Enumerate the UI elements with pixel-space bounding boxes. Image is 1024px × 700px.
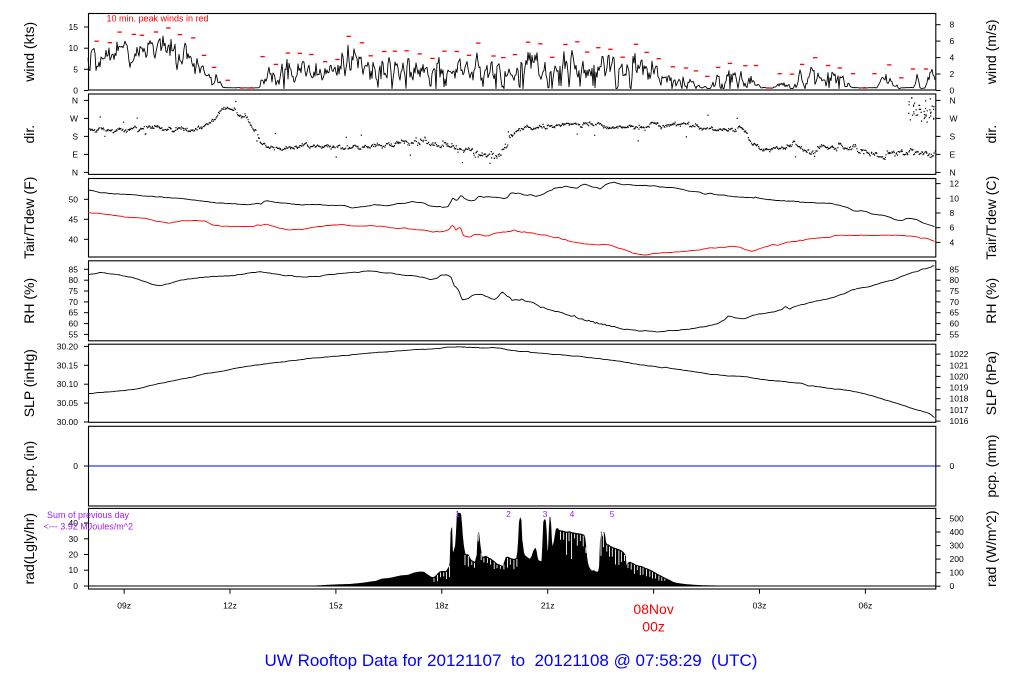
svg-text:6: 6 xyxy=(950,36,955,46)
svg-text:10 min. peak winds in red: 10 min. peak winds in red xyxy=(107,14,209,24)
svg-text:8: 8 xyxy=(950,208,955,218)
svg-text:dir.: dir. xyxy=(983,125,999,144)
svg-text:03z: 03z xyxy=(753,601,767,611)
svg-text:rad (W/m^2): rad (W/m^2) xyxy=(983,510,999,587)
svg-text:80: 80 xyxy=(950,275,960,285)
svg-text:30.10: 30.10 xyxy=(57,379,79,389)
svg-text:<--- 3.92 MJoules/m^2: <--- 3.92 MJoules/m^2 xyxy=(44,522,134,532)
svg-text:85: 85 xyxy=(69,264,79,274)
svg-text:3: 3 xyxy=(543,509,548,519)
svg-text:1016: 1016 xyxy=(950,416,969,426)
svg-text:30.15: 30.15 xyxy=(57,360,79,370)
svg-text:N: N xyxy=(950,95,956,105)
svg-text:1019: 1019 xyxy=(950,383,969,393)
svg-text:wind (m/s): wind (m/s) xyxy=(983,20,999,86)
svg-text:12: 12 xyxy=(950,179,960,189)
svg-text:2: 2 xyxy=(506,509,511,519)
svg-text:50: 50 xyxy=(69,194,79,204)
svg-text:75: 75 xyxy=(950,286,960,296)
svg-text:70: 70 xyxy=(69,297,79,307)
svg-text:4: 4 xyxy=(570,509,575,519)
svg-text:dir.: dir. xyxy=(21,125,37,144)
svg-text:1022: 1022 xyxy=(950,349,969,359)
svg-text:UW Rooftop Data for 20121107: UW Rooftop Data for 20121107 to 20121108… xyxy=(265,651,758,670)
svg-text:E: E xyxy=(950,149,956,159)
svg-text:RH (%): RH (%) xyxy=(983,278,999,324)
svg-text:65: 65 xyxy=(69,308,79,318)
svg-text:15z: 15z xyxy=(329,601,343,611)
svg-text:0: 0 xyxy=(73,86,78,96)
svg-text:1018: 1018 xyxy=(950,394,969,404)
svg-text:0: 0 xyxy=(73,581,78,591)
svg-text:40: 40 xyxy=(69,234,79,244)
svg-text:00z: 00z xyxy=(642,619,665,635)
svg-text:0: 0 xyxy=(73,461,78,471)
svg-text:E: E xyxy=(72,149,78,159)
svg-text:0: 0 xyxy=(950,461,955,471)
svg-text:0: 0 xyxy=(950,581,955,591)
svg-text:wind (kts): wind (kts) xyxy=(21,22,37,83)
svg-text:45: 45 xyxy=(69,214,79,224)
svg-text:rad(Lgly/hr): rad(Lgly/hr) xyxy=(21,513,37,585)
svg-text:400: 400 xyxy=(950,527,964,537)
svg-text:N: N xyxy=(72,167,78,177)
svg-text:200: 200 xyxy=(950,554,964,564)
svg-text:08Nov: 08Nov xyxy=(633,601,673,617)
svg-text:2: 2 xyxy=(950,69,955,79)
svg-text:70: 70 xyxy=(950,297,960,307)
svg-text:N: N xyxy=(950,167,956,177)
svg-text:55: 55 xyxy=(69,329,79,339)
svg-text:30.00: 30.00 xyxy=(57,417,79,427)
svg-text:100: 100 xyxy=(950,568,964,578)
svg-text:Sum of previous day: Sum of previous day xyxy=(47,510,130,520)
svg-text:SLP (inHg): SLP (inHg) xyxy=(21,349,37,417)
svg-text:55: 55 xyxy=(950,329,960,339)
svg-text:5: 5 xyxy=(73,64,78,74)
svg-text:30.20: 30.20 xyxy=(57,341,79,351)
svg-text:12z: 12z xyxy=(223,601,237,611)
svg-text:1: 1 xyxy=(455,509,460,519)
svg-text:60: 60 xyxy=(69,319,79,329)
svg-text:30.05: 30.05 xyxy=(57,398,79,408)
svg-text:S: S xyxy=(950,131,956,141)
svg-text:20: 20 xyxy=(69,550,79,560)
svg-text:300: 300 xyxy=(950,541,964,551)
svg-text:S: S xyxy=(72,131,78,141)
svg-text:15: 15 xyxy=(69,22,79,32)
svg-text:21z: 21z xyxy=(541,601,555,611)
svg-text:SLP (hPa): SLP (hPa) xyxy=(983,351,999,415)
svg-text:10: 10 xyxy=(69,565,79,575)
svg-text:4: 4 xyxy=(950,237,955,247)
svg-text:85: 85 xyxy=(950,264,960,274)
svg-text:10: 10 xyxy=(69,43,79,53)
svg-text:Tair/Tdew (F): Tair/Tdew (F) xyxy=(21,177,37,259)
svg-text:W: W xyxy=(950,113,958,123)
svg-text:1017: 1017 xyxy=(950,405,969,415)
svg-text:4: 4 xyxy=(950,53,955,63)
svg-text:W: W xyxy=(70,113,78,123)
svg-text:40: 40 xyxy=(69,518,79,528)
svg-text:30: 30 xyxy=(69,534,79,544)
svg-text:60: 60 xyxy=(950,319,960,329)
svg-text:0: 0 xyxy=(950,86,955,96)
svg-text:06z: 06z xyxy=(859,601,873,611)
svg-text:65: 65 xyxy=(950,308,960,318)
svg-text:RH (%): RH (%) xyxy=(21,278,37,324)
svg-text:1020: 1020 xyxy=(950,371,969,381)
svg-text:18z: 18z xyxy=(435,601,449,611)
svg-text:pcp. (mm): pcp. (mm) xyxy=(983,435,999,498)
svg-text:pcp. (in): pcp. (in) xyxy=(21,441,37,492)
svg-text:8: 8 xyxy=(950,20,955,30)
svg-text:10: 10 xyxy=(950,193,960,203)
svg-text:Tair/Tdew (C): Tair/Tdew (C) xyxy=(983,176,999,260)
svg-text:09z: 09z xyxy=(117,601,131,611)
svg-text:80: 80 xyxy=(69,275,79,285)
svg-text:5: 5 xyxy=(610,509,615,519)
svg-text:6: 6 xyxy=(950,223,955,233)
svg-text:1021: 1021 xyxy=(950,360,969,370)
svg-text:N: N xyxy=(72,95,78,105)
svg-text:75: 75 xyxy=(69,286,79,296)
svg-text:500: 500 xyxy=(950,514,964,524)
